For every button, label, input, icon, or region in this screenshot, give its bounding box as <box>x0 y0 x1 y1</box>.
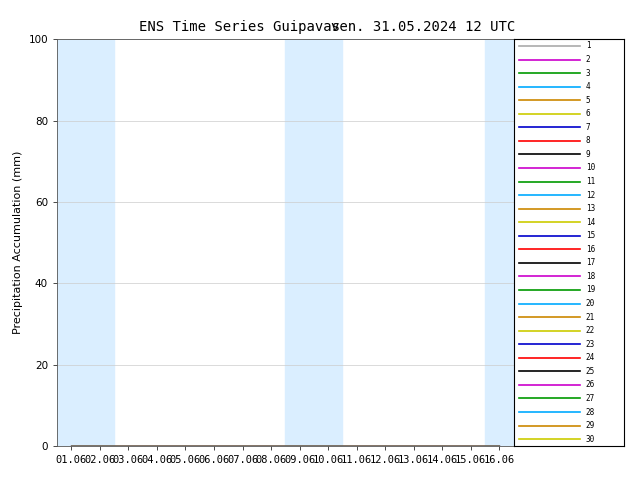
Text: 25: 25 <box>586 367 595 376</box>
Text: 30: 30 <box>586 435 595 443</box>
Text: 21: 21 <box>586 313 595 321</box>
Text: 12: 12 <box>586 191 595 199</box>
Text: 2: 2 <box>586 55 590 64</box>
Text: 23: 23 <box>586 340 595 349</box>
Text: 7: 7 <box>586 123 590 132</box>
Text: ENS Time Series Guipavas: ENS Time Series Guipavas <box>139 20 340 34</box>
Text: 5: 5 <box>586 96 590 105</box>
Text: 29: 29 <box>586 421 595 430</box>
Text: 11: 11 <box>586 177 595 186</box>
Text: 19: 19 <box>586 286 595 294</box>
Text: 22: 22 <box>586 326 595 335</box>
Text: 13: 13 <box>586 204 595 213</box>
Y-axis label: Precipitation Accumulation (mm): Precipitation Accumulation (mm) <box>13 151 23 334</box>
Text: 14: 14 <box>586 218 595 227</box>
Text: 4: 4 <box>586 82 590 91</box>
Text: 20: 20 <box>586 299 595 308</box>
Text: 6: 6 <box>586 109 590 118</box>
Text: 26: 26 <box>586 380 595 390</box>
Text: 15: 15 <box>586 231 595 240</box>
Text: ven. 31.05.2024 12 UTC: ven. 31.05.2024 12 UTC <box>331 20 515 34</box>
Bar <box>485 39 514 446</box>
Text: 27: 27 <box>586 394 595 403</box>
Bar <box>57 39 114 446</box>
Text: 1: 1 <box>586 42 590 50</box>
Text: 8: 8 <box>586 136 590 146</box>
Text: 28: 28 <box>586 408 595 416</box>
Text: 3: 3 <box>586 69 590 77</box>
Text: 10: 10 <box>586 164 595 172</box>
Text: 9: 9 <box>586 150 590 159</box>
Text: 17: 17 <box>586 258 595 268</box>
Text: 18: 18 <box>586 272 595 281</box>
Text: 16: 16 <box>586 245 595 254</box>
Bar <box>285 39 342 446</box>
Text: 24: 24 <box>586 353 595 362</box>
